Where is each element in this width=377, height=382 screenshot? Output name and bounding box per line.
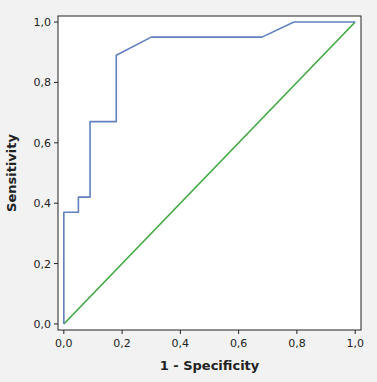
y-tick xyxy=(54,22,58,23)
y-axis-label: Sensitivity xyxy=(4,134,19,212)
axes: 0,0 0,2 0,4 0,6 0,8 1,0 0,0 0,2 0,4 0,6 0,8 1,0 xyxy=(34,16,364,350)
y-tick xyxy=(54,82,58,83)
x-tick xyxy=(180,330,181,334)
lines xyxy=(64,22,355,324)
y-tick-label: 0,0 xyxy=(34,318,52,331)
series-line xyxy=(64,22,355,324)
y-tick-label: 1,0 xyxy=(34,16,52,29)
x-tick xyxy=(238,330,239,334)
y-tick xyxy=(54,323,58,324)
x-tick xyxy=(355,330,356,334)
y-tick-label: 0,4 xyxy=(34,197,52,210)
page: {"chart_data": {"type": "line", "xlabel"… xyxy=(0,0,377,382)
x-tick xyxy=(122,330,123,334)
x-tick xyxy=(63,330,64,334)
x-tick-label: 1,0 xyxy=(346,337,364,350)
y-tick xyxy=(54,203,58,204)
y-tick-label: 0,8 xyxy=(34,76,52,89)
series-line xyxy=(64,22,355,324)
x-tick xyxy=(296,330,297,334)
chart: 0,0 0,2 0,4 0,6 0,8 1,0 0,0 0,2 0,4 0,6 0,8 1,0 1 - … xyxy=(0,0,377,382)
y-tick xyxy=(54,263,58,264)
x-tick-label: 0,8 xyxy=(288,337,306,350)
y-tick-label: 0,2 xyxy=(34,258,52,271)
x-tick-label: 0,2 xyxy=(113,337,131,350)
y-tick-label: 0,6 xyxy=(34,137,52,150)
plot-area xyxy=(58,16,361,330)
frame xyxy=(58,16,361,330)
background xyxy=(0,0,377,382)
x-tick-label: 0,4 xyxy=(172,337,190,350)
x-tick-label: 0,0 xyxy=(55,337,73,350)
y-tick xyxy=(54,142,58,143)
x-axis-label: 1 - Specificity xyxy=(160,358,260,373)
x-tick-label: 0,6 xyxy=(230,337,248,350)
